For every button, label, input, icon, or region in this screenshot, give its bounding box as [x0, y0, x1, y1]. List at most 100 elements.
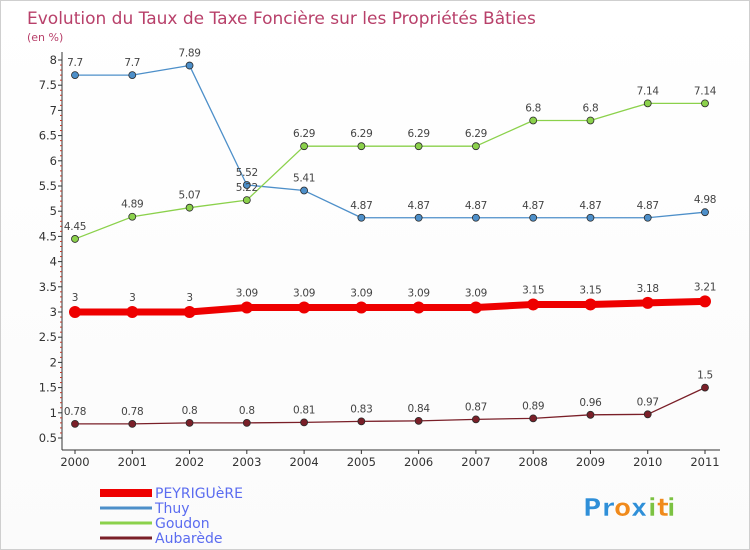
- data-point: [183, 306, 196, 318]
- data-point: [128, 419, 137, 428]
- data-label: 0.83: [350, 403, 372, 415]
- x-tick-label: 2008: [519, 455, 548, 469]
- legend-label: Goudon: [155, 516, 210, 532]
- data-point: [128, 212, 137, 221]
- data-point: [185, 203, 194, 212]
- data-point: [641, 296, 654, 309]
- data-point: [69, 306, 81, 318]
- data-point: [71, 235, 79, 243]
- axes: 0.5 1 1.5 2 2.5 3 3.5 4 4.5 5 5.5 6 6.5 7 7.5 8 2000 2001…: [39, 52, 720, 469]
- y-tick-label: 3: [50, 305, 57, 319]
- data-label: 7.89: [178, 48, 200, 60]
- y-tick-label: 4.5: [39, 229, 57, 243]
- data-point: [414, 142, 423, 151]
- data-label: 3.15: [522, 284, 544, 296]
- data-point: [412, 301, 425, 314]
- data-label: 4.87: [637, 200, 659, 212]
- x-tick-label: 2009: [576, 455, 605, 469]
- data-point: [469, 301, 482, 314]
- x-tick-label: 2001: [118, 455, 147, 469]
- unit-label: (en %): [27, 31, 63, 44]
- data-label: 3: [129, 292, 135, 304]
- data-point: [71, 419, 79, 428]
- data-label: 3.09: [408, 287, 430, 299]
- data-label: 0.96: [579, 397, 602, 409]
- x-tick-label: 2002: [175, 455, 204, 469]
- chart-title: Evolution du Taux de Taxe Foncière sur l…: [27, 9, 536, 29]
- y-tick-label: 5: [50, 204, 57, 218]
- data-label: 0.97: [637, 396, 659, 408]
- legend-label: PEYRIGUèRE: [155, 486, 243, 502]
- y-tick-label: 3.5: [39, 280, 57, 294]
- series-line: [74, 386, 706, 425]
- data-label: 3.18: [637, 283, 659, 295]
- legend-label: Aubarède: [155, 531, 222, 547]
- logo-letter: i: [648, 493, 657, 522]
- data-label: 0.89: [522, 400, 544, 412]
- data-point: [701, 99, 709, 108]
- y-tick-label: 6: [50, 154, 57, 168]
- data-point: [357, 142, 366, 151]
- data-point: [300, 186, 308, 195]
- y-tick-label: 1: [50, 406, 57, 420]
- data-label: 3.09: [293, 287, 315, 299]
- series-aubarède: 0.78 0.78 0.8 0.8 0.81 0.83 0.84 0.87 0.89 0.96 0.…: [64, 370, 713, 428]
- data-label: 4.87: [350, 200, 372, 212]
- data-point: [472, 213, 480, 222]
- y-tick-label: 2.5: [39, 330, 57, 344]
- data-point: [71, 71, 79, 80]
- y-tick-label: 1.5: [39, 381, 57, 395]
- y-tick-label: 7.5: [39, 78, 57, 92]
- data-label: 5.41: [293, 173, 315, 185]
- data-label: 0.78: [121, 406, 143, 418]
- data-label: 6.29: [293, 128, 315, 140]
- data-label: 4.98: [694, 194, 716, 206]
- data-label: 7.7: [124, 57, 140, 69]
- data-label: 6.29: [350, 128, 372, 140]
- data-label: 6.29: [465, 128, 487, 140]
- legend-label: Thuy: [154, 501, 190, 517]
- data-label: 3.21: [694, 281, 716, 293]
- series-thuy: 7.7 7.7 7.89 5.52 5.41 4.87 4.87 4.87 4.87 4.87 4.…: [67, 48, 716, 222]
- x-tick-label: 2011: [690, 455, 719, 469]
- data-label: 7.14: [637, 85, 660, 97]
- data-point: [185, 418, 194, 427]
- data-point: [472, 142, 480, 151]
- data-point: [643, 410, 652, 419]
- y-tick-label: 4: [50, 255, 57, 269]
- y-tick-label: 0.5: [39, 431, 57, 445]
- data-point: [357, 213, 366, 222]
- y-tick-label: 2: [50, 355, 57, 369]
- data-point: [586, 213, 595, 222]
- x-tick-label: 2010: [633, 455, 662, 469]
- data-label: 4.87: [465, 200, 487, 212]
- data-label: 4.87: [522, 200, 544, 212]
- data-point: [242, 181, 251, 189]
- data-label: 3.15: [579, 284, 601, 296]
- data-point: [529, 116, 538, 125]
- data-point: [701, 208, 709, 217]
- data-label: 5.07: [178, 190, 200, 202]
- data-label: 6.8: [583, 102, 599, 114]
- data-label: 6.8: [525, 102, 541, 114]
- data-point: [126, 306, 139, 318]
- data-point: [643, 99, 652, 108]
- logo-letter: t: [657, 493, 669, 522]
- data-label: 7.14: [694, 85, 717, 97]
- data-point: [643, 213, 652, 222]
- data-label: 0.78: [64, 406, 86, 418]
- y-tick-label: 8: [50, 53, 57, 67]
- series-line: [74, 102, 706, 240]
- data-label: 3: [72, 292, 78, 304]
- logo-letter: P: [583, 493, 601, 522]
- logo-letter: i: [667, 493, 676, 522]
- series-peyriguère: 3 3 3 3.09 3.09 3.09 3.09 3.09 3.15 3.15 3.18 3.21: [69, 281, 716, 318]
- data-label: 4.87: [579, 200, 601, 212]
- series-layer: 7.7 7.77.895.52 5.414.87 4.87 4.87 4.87 4.87 4.…: [64, 48, 717, 428]
- logo-letter: r: [602, 493, 615, 522]
- data-label: 3.09: [236, 287, 258, 299]
- data-point: [472, 415, 480, 424]
- x-tick-label: 2007: [461, 455, 490, 469]
